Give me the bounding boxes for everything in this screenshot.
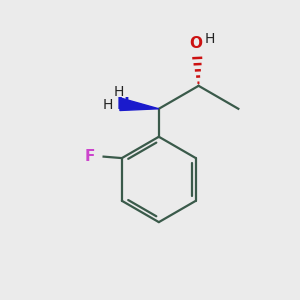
Text: O: O [189,36,202,51]
Polygon shape [120,98,159,110]
Text: H: H [114,85,124,99]
Text: F: F [85,149,95,164]
Text: H: H [204,32,215,46]
Text: H: H [103,98,113,112]
Text: N: N [117,98,130,112]
